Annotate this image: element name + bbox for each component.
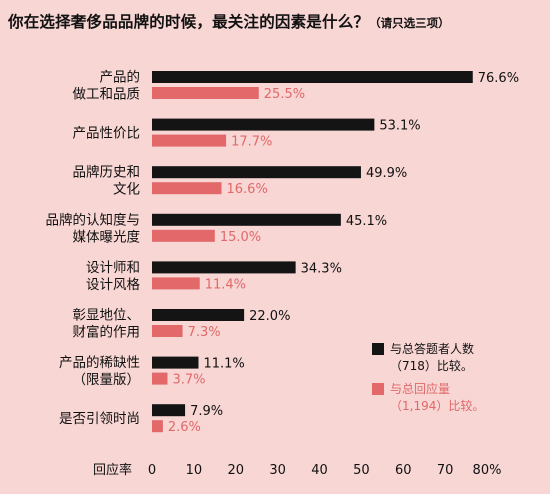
data-label: 2.6% (168, 420, 201, 435)
chart-title: 你在选择奢侈品品牌的时候，最关注的因素是什么？（请只选三项） (8, 10, 548, 32)
category-label: 产品的做工和品质 (73, 70, 141, 103)
category-label-line: 是否引领时尚 (59, 411, 140, 427)
bar (152, 261, 296, 274)
category-label: 品牌的认知度与媒体曝光度 (46, 211, 141, 245)
data-label: 15.0% (220, 230, 261, 245)
x-tick-label: 80% (473, 463, 502, 478)
value-labels: 76.6% 25.5% 53.1% 17.7% 49.9% 16.6% 45.1% 15.0%… (168, 71, 519, 435)
legend-swatch (372, 383, 384, 395)
category-labels: 产品的做工和品质产品性价比品牌历史和文化品牌的认知度与媒体曝光度设计师和设计风格… (46, 70, 141, 428)
category-label-line: 设计师和 (86, 260, 140, 276)
data-label: 11.4% (205, 277, 246, 292)
bar (152, 71, 473, 83)
category-label-line: 产品性价比 (73, 126, 141, 142)
x-axis-ticks: 回应率 0 10 20 30 40 50 60 70 80% (93, 462, 501, 478)
bar (152, 356, 199, 369)
bar (152, 404, 186, 417)
category-label: 产品的稀缺性（限量版） (59, 355, 140, 388)
data-label: 7.3% (188, 325, 221, 340)
data-label: 17.7% (231, 135, 272, 150)
bar (152, 118, 375, 131)
data-label: 49.9% (366, 166, 407, 181)
category-label-line: 彰显地位、 (73, 307, 141, 324)
legend-label: （718）比较。 (390, 358, 473, 373)
category-label-line: 媒体曝光度 (73, 229, 141, 245)
bar (152, 277, 200, 290)
x-tick-label: 20 (227, 463, 244, 478)
bar (152, 420, 163, 433)
x-tick-label: 60 (395, 463, 412, 478)
bar (152, 325, 183, 337)
category-label-line: 产品的稀缺性 (59, 355, 140, 371)
legend-label: 与总回应量 (390, 381, 450, 396)
data-label: 16.6% (227, 182, 268, 197)
data-label: 45.1% (346, 214, 387, 229)
legend-swatch (372, 343, 384, 355)
x-tick-label: 70 (437, 463, 454, 478)
data-label: 11.1% (203, 357, 244, 372)
bar (152, 309, 245, 321)
category-label: 彰显地位、财富的作用 (73, 307, 141, 341)
category-label-line: （限量版） (73, 372, 141, 388)
x-tick-label: 30 (269, 463, 286, 478)
legend: 与总答题者人数 （718）比较。与总回应量 （1,194）比较。 (372, 341, 484, 413)
category-label-line: 做工和品质 (73, 87, 141, 103)
data-label: 22.0% (249, 309, 290, 324)
data-label: 76.6% (478, 71, 519, 86)
data-label: 34.3% (301, 261, 342, 276)
category-label-line: 财富的作用 (73, 324, 141, 341)
category-label-line: 产品的 (100, 70, 141, 86)
x-tick-label: 50 (353, 463, 370, 478)
bar (152, 87, 259, 99)
category-label-line: 品牌的认知度与 (46, 211, 141, 228)
bar (152, 166, 361, 179)
data-label: 25.5% (264, 87, 305, 102)
bars-layer (152, 71, 473, 433)
x-axis-title: 回应率 (93, 462, 132, 478)
x-tick-label: 0 (148, 463, 156, 478)
category-label-line: 品牌历史和 (73, 164, 141, 181)
legend-label: （1,194）比较。 (390, 398, 484, 413)
x-tick-label: 10 (186, 463, 203, 478)
category-label-line: 文化 (113, 182, 140, 198)
bar (152, 134, 227, 147)
chart-title-main: 你在选择奢侈品品牌的时候，最关注的因素是什么？ (8, 13, 370, 31)
category-label: 设计师和设计风格 (86, 260, 140, 293)
bar (152, 229, 215, 242)
bar (152, 372, 168, 385)
data-label: 3.7% (172, 373, 205, 388)
chart-title-sub: （请只选三项） (369, 16, 450, 30)
category-label: 品牌历史和文化 (73, 164, 141, 198)
data-label: 53.1% (379, 119, 420, 134)
category-label: 产品性价比 (73, 126, 141, 142)
x-tick-label: 40 (311, 463, 328, 478)
bar (152, 213, 341, 226)
category-label: 是否引领时尚 (59, 411, 140, 427)
category-label-line: 设计风格 (86, 277, 140, 293)
legend-label: 与总答题者人数 (390, 341, 474, 356)
data-label: 7.9% (190, 404, 223, 419)
bar (152, 182, 222, 195)
